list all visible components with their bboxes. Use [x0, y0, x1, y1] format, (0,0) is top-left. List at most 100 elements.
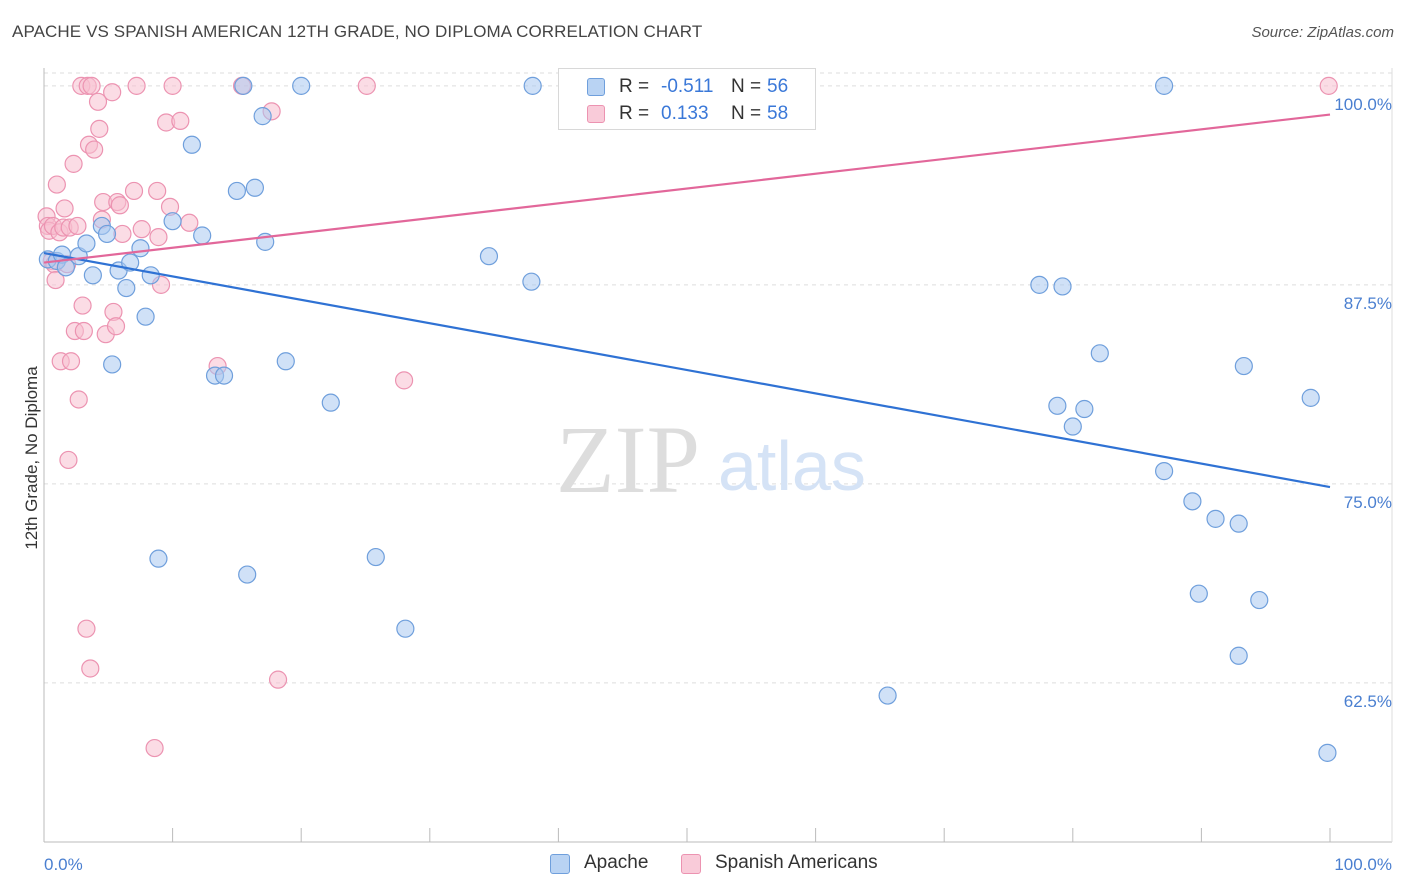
apache-point: [276, 352, 295, 371]
tick-label-layer: 62.5% 75.0% 87.5% 100.0% 0.0% 100.0%: [44, 95, 1392, 874]
legend-r-value: 0.133: [661, 103, 709, 124]
spanish-americans-point: [61, 352, 81, 371]
spanish-americans-point: [145, 738, 164, 758]
apache-point: [117, 278, 136, 298]
legend-r-label: R =: [619, 103, 650, 124]
apache-point: [136, 307, 155, 326]
apache-point: [1090, 344, 1109, 363]
apache-point: [321, 393, 340, 412]
spanish-americans-point: [163, 76, 182, 95]
apache-point: [193, 226, 212, 245]
legend-n-value: 58: [767, 103, 789, 124]
legend-swatch-apache: [587, 78, 605, 96]
bottom-legend-label-spanish-americans: Spanish Americans: [715, 852, 878, 873]
apache-point: [245, 178, 265, 197]
apache-point: [366, 547, 385, 567]
apache-point: [1030, 275, 1049, 294]
x-tick-label: 0.0%: [44, 855, 83, 874]
spanish-americans-point: [1319, 76, 1338, 95]
watermark-atlas: atlas: [718, 427, 866, 505]
spanish-americans-point: [85, 140, 104, 159]
spanish-americans-point: [59, 450, 78, 470]
apache-point: [103, 355, 122, 374]
watermark-zip: ZIP: [556, 406, 700, 513]
legend: R = -0.511 N = 56 R = 0.133 N = 58: [558, 68, 816, 130]
apache-point: [163, 212, 182, 231]
apache-point: [97, 224, 117, 244]
apache-point: [214, 366, 234, 385]
y-tick-label: 75.0%: [1344, 493, 1392, 512]
spanish-americans-point: [68, 216, 87, 236]
apache-point: [1155, 462, 1174, 481]
apache-point: [1318, 743, 1337, 762]
spanish-americans-point: [103, 83, 122, 102]
apache-point: [1250, 590, 1269, 610]
apache-point: [83, 266, 102, 285]
apache-point: [131, 239, 150, 258]
spanish-americans-point: [74, 321, 93, 341]
apache-point: [141, 266, 160, 285]
apache-point: [1183, 492, 1202, 511]
spanish-americans-point: [81, 659, 100, 678]
apache-point: [396, 619, 415, 638]
apache-point: [292, 76, 311, 95]
x-tick-label: 100.0%: [1334, 855, 1392, 874]
apache-point: [227, 181, 246, 201]
apache-point: [1301, 388, 1320, 407]
legend-r-value: -0.511: [661, 76, 714, 97]
spanish-americans-point: [69, 390, 88, 409]
spanish-americans-point: [113, 224, 132, 244]
spanish-americans-point: [90, 119, 109, 138]
spanish-americans-point: [106, 317, 126, 336]
spanish-americans-point: [149, 228, 168, 247]
apache-point: [234, 76, 253, 95]
legend-r-label: R =: [619, 76, 650, 97]
spanish-americans-trend-line: [43, 113, 1331, 264]
legend-n-label: N =: [731, 76, 762, 97]
spanish-americans-point: [110, 196, 129, 215]
apache-point: [1206, 509, 1225, 528]
spanish-americans-point: [47, 175, 66, 194]
spanish-americans-point: [127, 76, 146, 95]
apache-point: [149, 549, 168, 568]
chart-source: Source: ZipAtlas.com: [1251, 24, 1394, 41]
apache-point: [1048, 396, 1067, 415]
apache-point: [1229, 514, 1248, 533]
apache-point: [1229, 646, 1248, 665]
apache-point: [253, 107, 272, 126]
legend-n-label: N =: [731, 103, 762, 124]
legend-row-spanish-americans: R = 0.133 N = 58: [559, 100, 815, 128]
chart-title: APACHE VS SPANISH AMERICAN 12TH GRADE, N…: [12, 22, 703, 41]
apache-point: [523, 76, 542, 95]
apache-point: [878, 686, 897, 705]
bottom-legend-swatch-apache: [550, 854, 570, 874]
series-layer: [37, 76, 1338, 762]
spanish-americans-point: [180, 213, 199, 232]
spanish-americans-point: [55, 199, 74, 218]
legend-swatch-spanish-americans: [587, 105, 605, 123]
spanish-americans-point: [268, 670, 288, 689]
trend-layer: [43, 113, 1331, 489]
spanish-americans-point: [64, 154, 83, 173]
apache-point: [479, 247, 499, 266]
apache-point: [56, 258, 75, 277]
legend-row-apache: R = -0.511 N = 56: [559, 73, 815, 101]
apache-point: [522, 272, 541, 291]
spanish-americans-point: [124, 181, 144, 201]
apache-point: [77, 234, 96, 253]
y-tick-label: 62.5%: [1344, 692, 1392, 711]
legend-n-value: 56: [767, 76, 789, 97]
spanish-americans-point: [77, 619, 96, 638]
apache-point: [1155, 76, 1174, 95]
apache-point: [238, 565, 257, 584]
spanish-americans-point: [357, 76, 376, 95]
apache-point: [1189, 584, 1208, 603]
spanish-americans-point: [88, 92, 108, 111]
apache-point: [1075, 399, 1094, 419]
y-axis-title: 12th Grade, No Diploma: [22, 366, 41, 550]
watermark: ZIP atlas: [556, 406, 866, 513]
axes-layer: [43, 68, 1393, 843]
y-tick-label: 87.5%: [1344, 294, 1392, 313]
apache-point: [1234, 356, 1253, 376]
